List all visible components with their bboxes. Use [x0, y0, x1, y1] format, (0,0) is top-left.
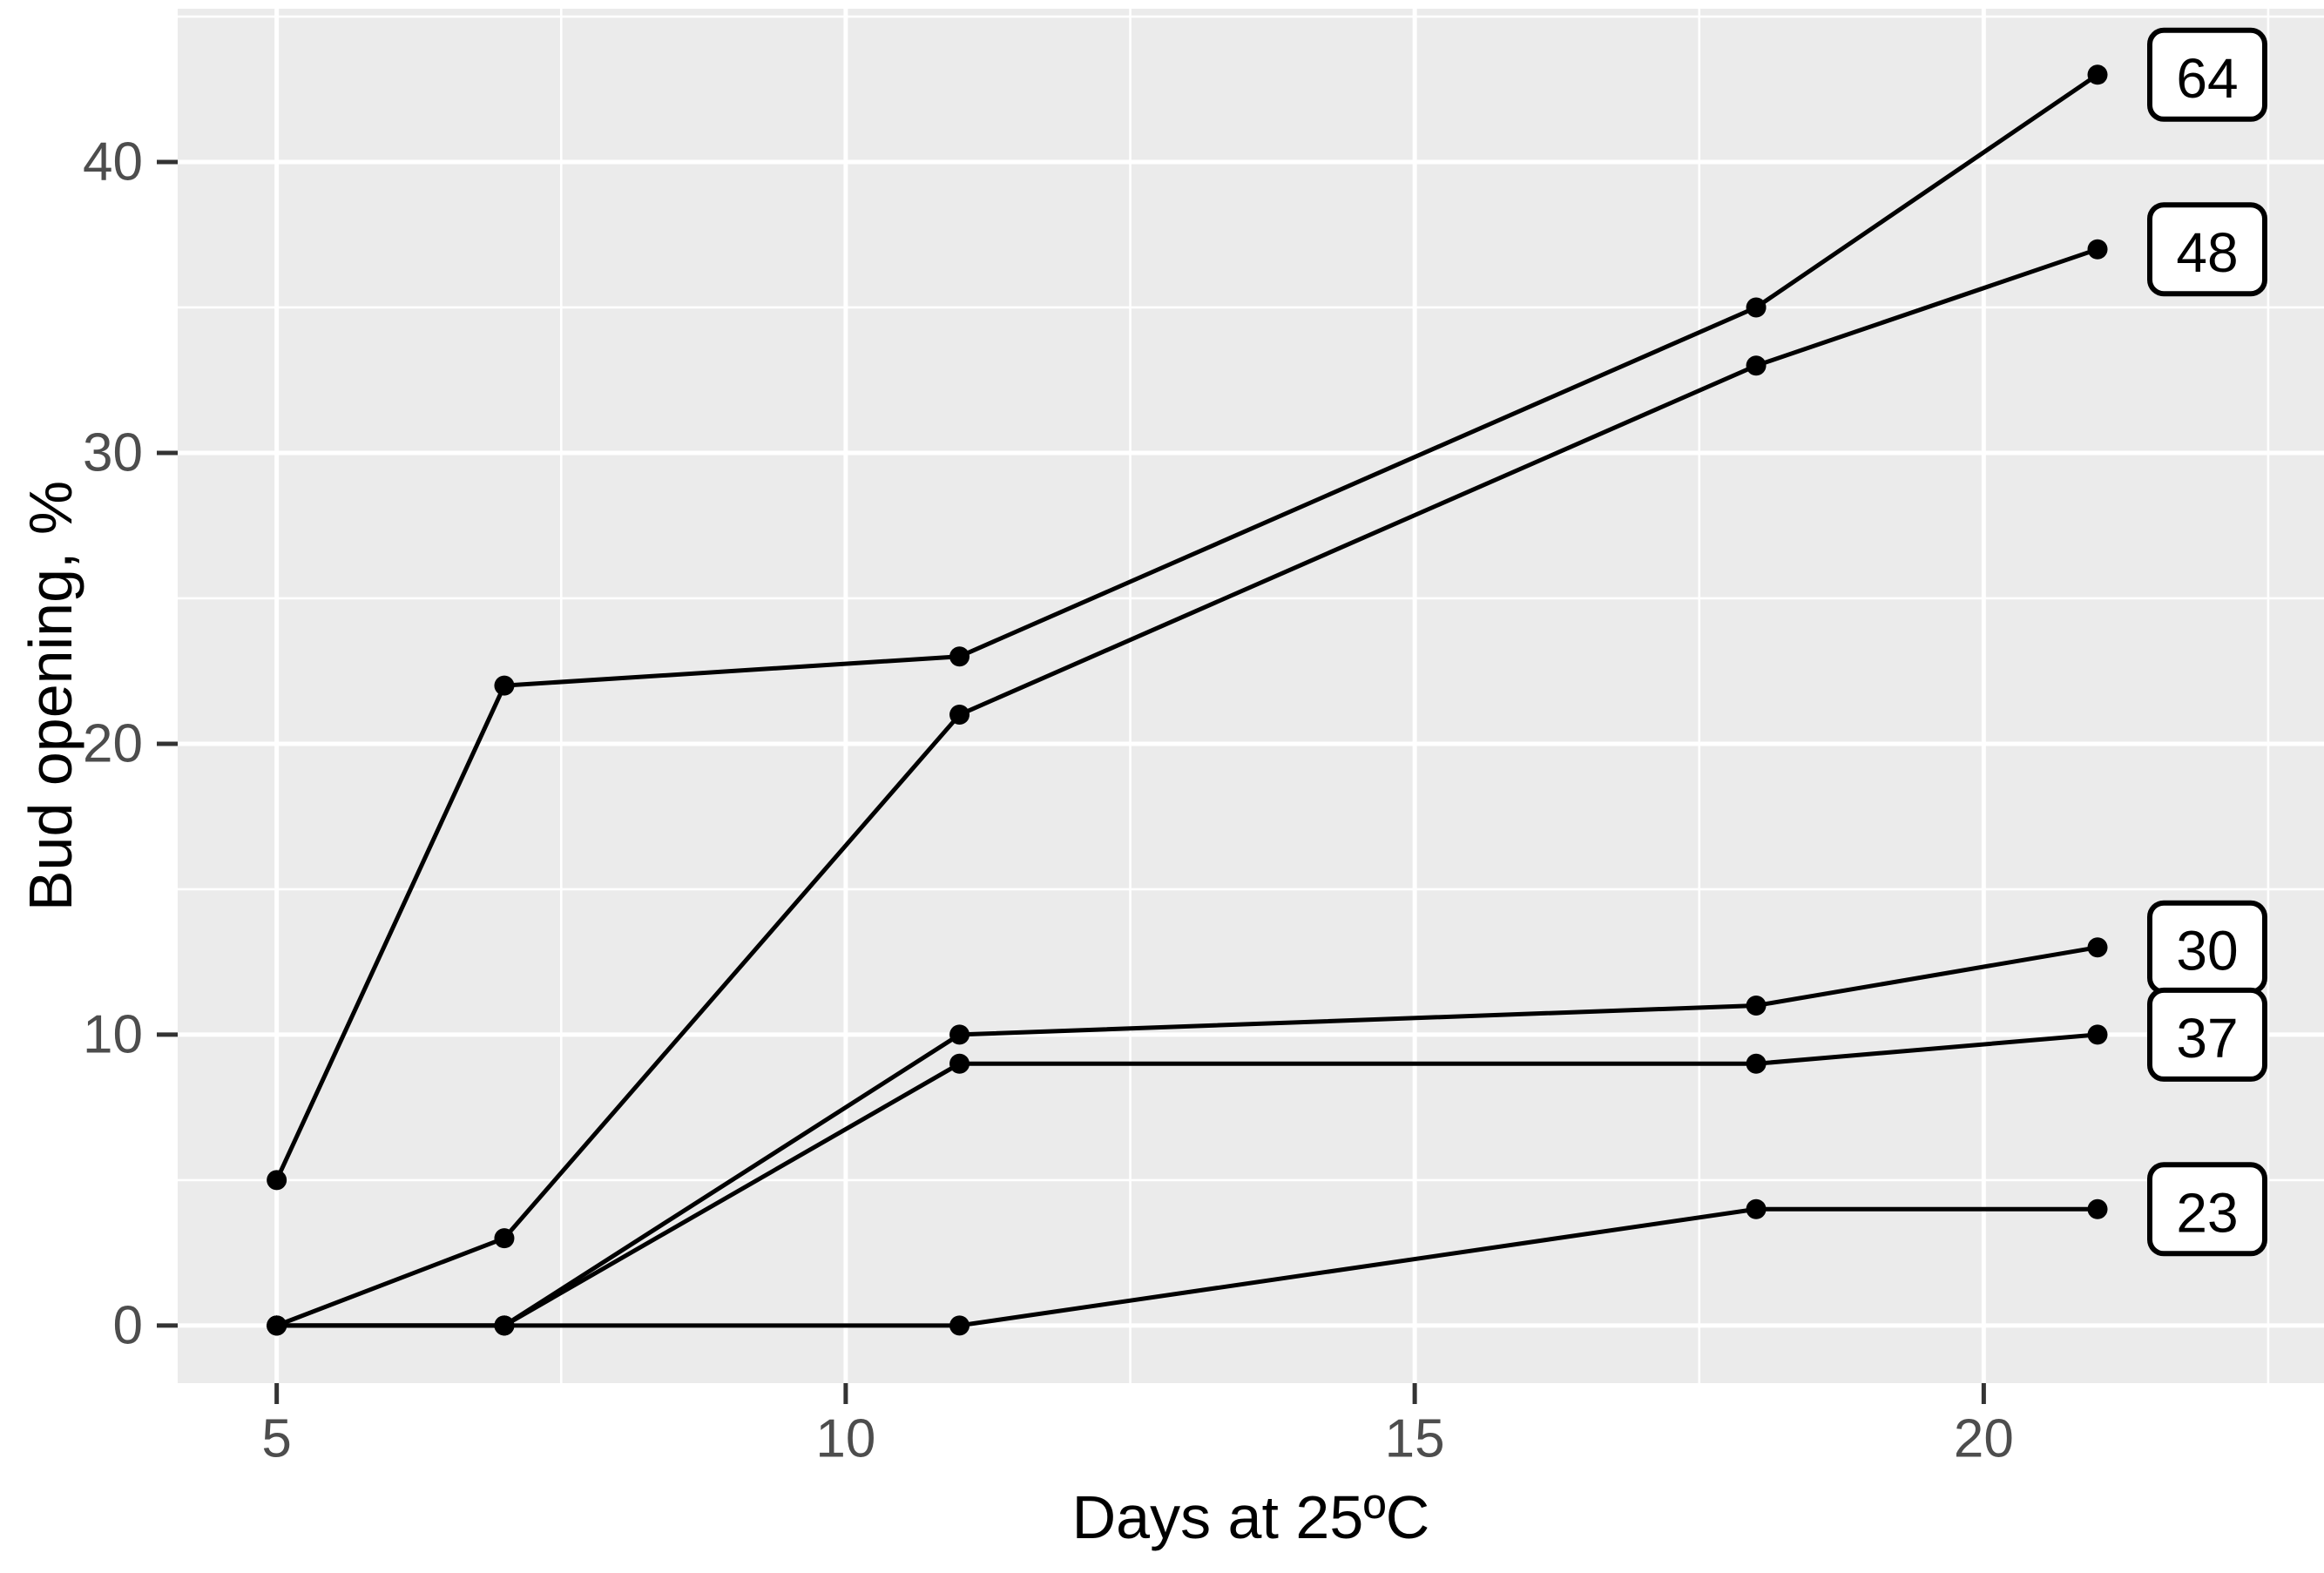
- data-point-37: [949, 1053, 970, 1074]
- data-point-37: [2087, 1024, 2108, 1045]
- series-label-text-64: 64: [2176, 47, 2238, 110]
- y-tick-label: 30: [83, 422, 143, 483]
- series-label-30: 30: [2147, 900, 2267, 995]
- x-tick-label: 20: [1954, 1409, 2014, 1469]
- series-label-23: 23: [2147, 1162, 2267, 1257]
- series-label-text-23: 23: [2176, 1181, 2238, 1244]
- series-label-box-64: [2147, 27, 2267, 122]
- data-point-23: [267, 1315, 287, 1336]
- series-label-text-30: 30: [2176, 920, 2238, 982]
- data-point-23: [494, 1315, 515, 1336]
- x-tick-label: 5: [261, 1409, 291, 1469]
- series-label-box-37: [2147, 987, 2267, 1082]
- data-point-30: [949, 1024, 970, 1045]
- data-point-30: [2087, 937, 2108, 958]
- x-tick-label: 10: [815, 1409, 875, 1469]
- data-point-37: [1746, 1053, 1767, 1074]
- series-label-37: 37: [2147, 987, 2267, 1082]
- y-tick-label: 10: [83, 1004, 143, 1064]
- data-point-48: [2087, 239, 2108, 260]
- data-point-23: [1746, 1198, 1767, 1219]
- x-tick-label: 15: [1385, 1409, 1445, 1469]
- data-point-64: [494, 675, 515, 696]
- data-point-48: [1746, 355, 1767, 376]
- axis-layer: 5 10 15 20 0 10 20 30 40: [83, 132, 2014, 1469]
- series-label-48: 48: [2147, 202, 2267, 297]
- y-axis-title: Bud opening, %: [17, 481, 84, 911]
- data-point-23: [949, 1315, 970, 1336]
- data-point-64: [1746, 297, 1767, 318]
- data-point-48: [949, 705, 970, 726]
- series-label-text-48: 48: [2176, 221, 2238, 284]
- series-label-64: 64: [2147, 27, 2267, 122]
- data-point-30: [1746, 996, 1767, 1016]
- x-axis-title: Days at 25ºC: [1072, 1483, 1430, 1551]
- data-point-64: [267, 1170, 287, 1191]
- data-point-64: [949, 646, 970, 667]
- series-layer: [267, 64, 2108, 1336]
- data-point-23: [2087, 1198, 2108, 1219]
- minor-gridlines: [178, 9, 2324, 1383]
- series-label-box-48: [2147, 202, 2267, 297]
- data-point-48: [494, 1228, 515, 1249]
- plot-panel: [178, 9, 2324, 1383]
- end-of-line-labels: 64 48 30 37 23: [2147, 27, 2267, 1257]
- data-point-64: [2087, 64, 2108, 85]
- y-tick-label: 0: [113, 1295, 143, 1355]
- series-label-box-23: [2147, 1162, 2267, 1257]
- y-tick-label: 20: [83, 713, 143, 773]
- y-tick-label: 40: [83, 132, 143, 192]
- series-label-text-37: 37: [2176, 1007, 2238, 1070]
